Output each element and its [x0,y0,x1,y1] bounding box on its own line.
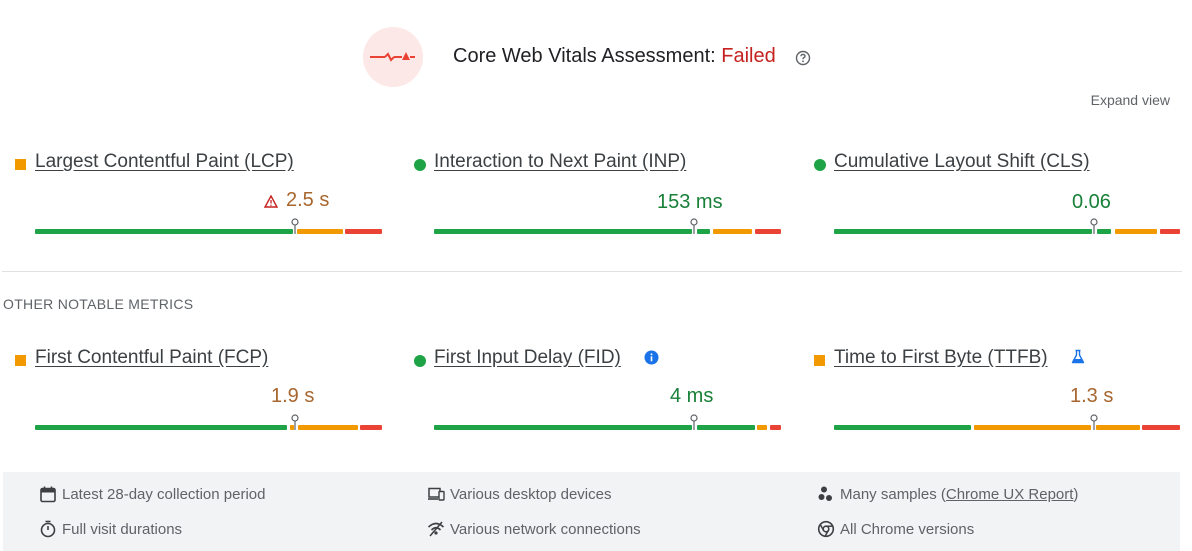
chrome-ux-report-link[interactable]: Chrome UX Report [945,486,1074,503]
assessment-title: Core Web Vitals Assessment: Failed [453,45,776,68]
metric-fcp: First Contentful Paint (FCP) 1.9 s [15,347,382,447]
chrome-versions-text: All Chrome versions [840,521,975,538]
collection-period-text: Latest 28-day collection period [62,486,266,503]
visit-durations-text: Full visit durations [62,521,183,538]
distribution-bar-inp [434,229,781,234]
needs-improvement-square-icon [814,355,825,366]
metric-fid: First Input Delay (FID) 4 ms [414,347,781,447]
metric-name-fid[interactable]: First Input Delay (FID) [434,347,621,368]
assessment-title-prefix: Core Web Vitals Assessment: [453,45,722,67]
info-icon[interactable] [644,350,659,365]
metric-ttfb: Time to First Byte (TTFB) 1.3 s [814,347,1180,447]
failed-status-badge [363,27,423,87]
good-dot-icon [814,159,826,171]
devices-text: Various desktop devices [450,486,612,503]
samples-prefix: Many samples ( [840,486,946,503]
needs-improvement-square-icon [15,159,26,170]
network-signal-icon [427,521,445,537]
section-divider [2,271,1182,272]
samples-text: Many samples (Chrome UX Report) [840,486,1078,503]
distribution-bar-ttfb [834,425,1180,430]
expand-view-link[interactable]: Expand view [1090,92,1170,108]
metric-name-fcp[interactable]: First Contentful Paint (FCP) [35,347,269,368]
good-dot-icon [414,159,426,171]
percentile-marker-icon [1090,218,1098,234]
metric-value-fid: 4 ms [670,385,714,407]
vitals-pulse-icon [370,52,415,62]
metric-value-ttfb: 1.3 s [1070,385,1114,407]
calendar-icon [40,486,56,503]
warning-triangle-icon [264,195,278,208]
data-info-footer: Latest 28-day collection period Full vis… [3,472,1180,551]
metric-name-inp[interactable]: Interaction to Next Paint (INP) [434,151,687,172]
network-text: Various network connections [450,521,641,538]
metric-value-cls: 0.06 [1072,191,1111,213]
metric-inp: Interaction to Next Paint (INP) 153 ms [414,151,781,251]
experimental-flask-icon [1071,349,1085,364]
metric-cls: Cumulative Layout Shift (CLS) 0.06 [814,151,1180,251]
metric-lcp: Largest Contentful Paint (LCP) 2.5 s [15,151,382,251]
stopwatch-icon [40,520,56,538]
metric-value-inp: 153 ms [657,191,723,213]
percentile-marker-icon [690,218,698,234]
metric-name-ttfb[interactable]: Time to First Byte (TTFB) [834,347,1048,368]
chrome-logo-icon [817,520,835,538]
samples-dots-icon [818,486,832,501]
assessment-status: Failed [721,45,776,67]
good-dot-icon [414,355,426,367]
samples-suffix: ) [1073,486,1079,503]
metric-value-fcp: 1.9 s [271,385,315,407]
help-icon[interactable] [795,50,811,66]
percentile-marker-icon [690,414,698,430]
distribution-bar-fid [434,425,781,430]
percentile-marker-icon [291,414,299,430]
metric-name-lcp[interactable]: Largest Contentful Paint (LCP) [35,151,294,172]
metric-value-lcp: 2.5 s [286,189,330,211]
distribution-bar-cls [834,229,1180,234]
percentile-marker-icon [291,218,299,234]
other-metrics-heading: OTHER NOTABLE METRICS [3,296,194,312]
percentile-marker-icon [1090,414,1098,430]
distribution-bar-fcp [35,425,382,430]
distribution-bar-lcp [35,229,382,234]
assessment-header: Core Web Vitals Assessment: Failed Expan… [0,0,1192,110]
needs-improvement-square-icon [15,355,26,366]
metric-name-cls[interactable]: Cumulative Layout Shift (CLS) [834,151,1090,172]
devices-icon [428,487,445,501]
